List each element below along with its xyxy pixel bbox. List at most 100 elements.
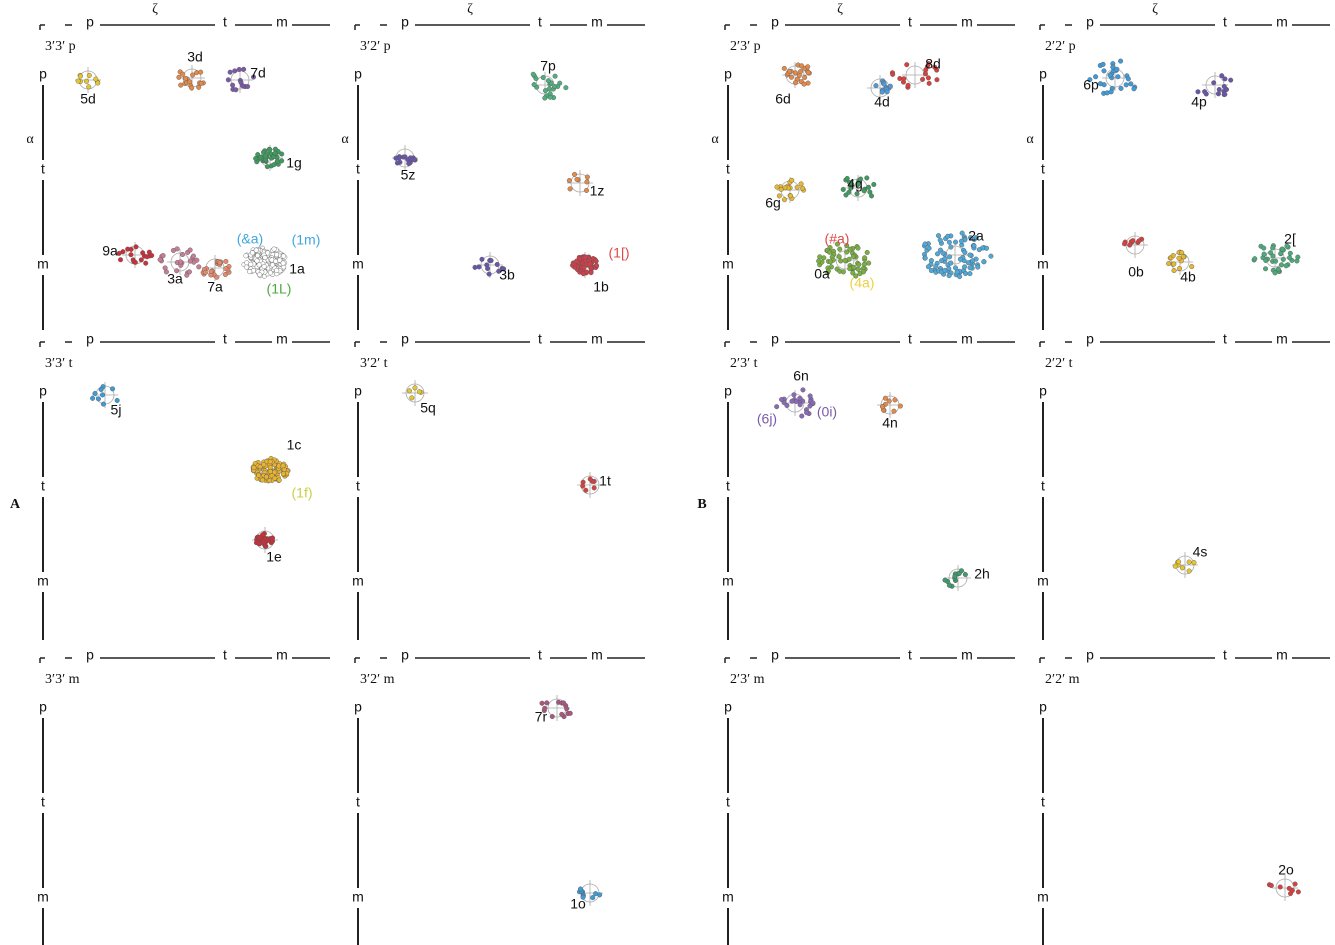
- cluster-point: [834, 241, 840, 247]
- cluster-point: [779, 397, 785, 403]
- cluster-point: [1275, 266, 1281, 272]
- cluster-point: [1252, 256, 1258, 262]
- left-tick-label: t: [356, 478, 360, 494]
- cluster-point: [788, 74, 794, 80]
- left-tick-label: t: [1041, 161, 1045, 177]
- cluster-point: [1215, 91, 1221, 97]
- cluster-point: [817, 254, 823, 260]
- cluster-point: [1280, 256, 1286, 262]
- cluster-point: [584, 174, 590, 180]
- left-symbol: α: [341, 132, 349, 147]
- cluster-point: [416, 389, 422, 395]
- cluster-point: [133, 244, 139, 250]
- cluster-point: [897, 403, 903, 409]
- cluster-point: [1263, 257, 1269, 263]
- cluster-point: [810, 400, 816, 406]
- panel-title: 2′3′ t: [730, 356, 758, 371]
- cluster-label: 5d: [80, 91, 96, 107]
- top-tick-label: m: [591, 647, 603, 663]
- cluster-point: [1228, 77, 1234, 83]
- cluster-point: [174, 246, 180, 252]
- cluster-label: 7p: [540, 58, 556, 74]
- cluster-point: [847, 266, 853, 272]
- panel-title: 3′3′ p: [45, 39, 76, 54]
- cluster-label: 2o: [1278, 862, 1294, 878]
- cluster-point: [146, 249, 152, 255]
- cluster-point: [189, 85, 195, 91]
- cluster-point: [277, 257, 283, 263]
- cluster-label: 4s: [1193, 544, 1208, 560]
- cluster-point: [114, 397, 120, 403]
- cluster-label: 6d: [775, 91, 791, 107]
- cluster-label: 1t: [599, 473, 611, 489]
- cluster-point: [1093, 74, 1099, 80]
- cluster-point: [1278, 262, 1284, 268]
- cluster-point: [1108, 89, 1114, 95]
- cluster-point: [208, 269, 214, 275]
- cluster-point: [178, 259, 184, 265]
- cluster-point: [864, 249, 870, 255]
- cluster-point: [531, 82, 537, 88]
- cluster-point: [180, 251, 186, 257]
- top-tick-label: t: [908, 331, 912, 347]
- cluster-point: [593, 262, 599, 268]
- cluster-point: [411, 157, 417, 163]
- cluster-label: 4p: [1191, 94, 1207, 110]
- cluster-point: [962, 264, 968, 270]
- cluster-point: [225, 77, 231, 83]
- cluster-point: [578, 886, 584, 892]
- cluster-point: [855, 245, 861, 251]
- cluster-annotation: (1L): [267, 281, 292, 297]
- cluster-point: [559, 711, 565, 717]
- cluster-point: [412, 385, 418, 391]
- top-tick-label: t: [1223, 14, 1227, 30]
- cluster-point: [860, 269, 866, 275]
- cluster-point: [970, 258, 976, 264]
- left-tick-label: t: [726, 478, 730, 494]
- cluster-point: [1127, 242, 1133, 248]
- cluster-point: [981, 259, 987, 265]
- cluster-point: [583, 187, 589, 193]
- cluster-annotation: (&a): [237, 231, 263, 247]
- cluster-point: [1107, 72, 1113, 78]
- cluster-point: [488, 258, 494, 264]
- cluster-point: [825, 268, 831, 274]
- cluster-point: [837, 246, 843, 252]
- cluster-point: [230, 82, 236, 88]
- cluster-point: [580, 894, 586, 900]
- cluster-point: [873, 83, 879, 89]
- cluster-point: [587, 476, 593, 482]
- cluster-point: [801, 81, 807, 87]
- cluster-point: [850, 253, 856, 259]
- cluster-point: [95, 80, 101, 86]
- left-tick-label: m: [722, 573, 734, 589]
- cluster-point: [274, 252, 280, 258]
- cluster-point: [800, 387, 806, 393]
- cluster-point: [567, 710, 573, 716]
- cluster-point: [940, 250, 946, 256]
- cluster-annotation: (4a): [850, 275, 875, 291]
- cluster-label: 3a: [167, 271, 183, 287]
- cluster-label: 9a: [102, 243, 118, 259]
- panel-title: 3′3′ m: [45, 672, 80, 687]
- top-symbol: ζ: [1152, 2, 1158, 17]
- cluster-point: [882, 395, 888, 401]
- cluster-point: [967, 252, 973, 258]
- cluster-point: [196, 264, 202, 270]
- top-tick-label: p: [401, 331, 409, 347]
- top-tick-label: m: [961, 331, 973, 347]
- left-tick-label: t: [41, 794, 45, 810]
- cluster-point: [856, 261, 862, 267]
- cluster-annotation: (#a): [825, 231, 850, 247]
- cluster-point: [1191, 560, 1197, 566]
- cluster-point: [260, 477, 266, 483]
- cluster-point: [250, 74, 256, 80]
- cluster-point: [1110, 64, 1116, 70]
- cluster-point: [827, 259, 833, 265]
- cluster-point: [934, 77, 940, 83]
- cluster-point: [1131, 86, 1137, 92]
- cluster-point: [176, 74, 182, 80]
- cluster-point: [187, 247, 193, 253]
- cluster-point: [942, 577, 948, 583]
- cluster-point: [587, 261, 593, 267]
